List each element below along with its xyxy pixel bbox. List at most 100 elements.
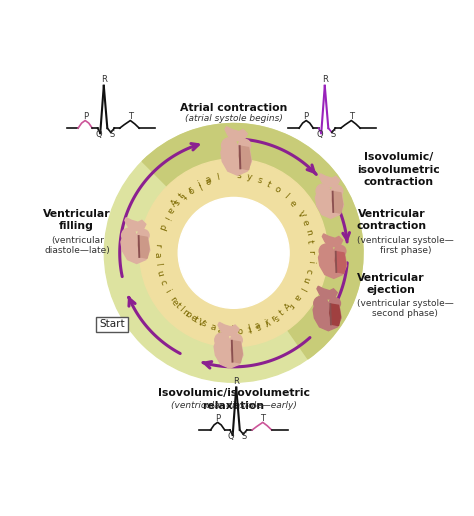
Text: n: n [303, 228, 313, 236]
Text: l: l [153, 262, 162, 266]
Text: Atrial contraction: Atrial contraction [180, 103, 287, 112]
Text: V: V [196, 317, 206, 328]
Text: (atrial systole begins): (atrial systole begins) [185, 114, 283, 122]
Text: Q: Q [228, 432, 234, 441]
Text: (ventricular systole—
first phase): (ventricular systole— first phase) [357, 236, 454, 255]
Polygon shape [125, 218, 146, 231]
Text: r: r [286, 300, 295, 309]
Polygon shape [317, 286, 337, 299]
Text: i: i [306, 260, 315, 263]
Text: i: i [162, 287, 171, 294]
Text: t: t [265, 180, 272, 189]
Text: l: l [216, 173, 220, 182]
Circle shape [319, 244, 333, 258]
Text: y: y [246, 172, 253, 182]
Text: a: a [292, 292, 302, 302]
Circle shape [104, 123, 363, 382]
Text: P: P [82, 112, 88, 121]
Polygon shape [319, 174, 339, 187]
Text: A: A [169, 198, 180, 208]
Circle shape [122, 228, 136, 243]
Polygon shape [329, 304, 340, 326]
Text: o: o [273, 184, 282, 195]
Text: s: s [255, 321, 262, 331]
Circle shape [230, 334, 242, 346]
Text: e: e [300, 219, 310, 228]
Text: Ventricular
contraction: Ventricular contraction [357, 209, 427, 231]
Text: l: l [177, 305, 185, 313]
Text: S: S [242, 432, 247, 441]
Text: T: T [260, 414, 265, 423]
Text: n: n [180, 307, 190, 318]
Text: (ventricular
diastole—late): (ventricular diastole—late) [45, 236, 110, 255]
Text: e: e [217, 324, 224, 334]
Wedge shape [142, 123, 363, 359]
FancyBboxPatch shape [96, 317, 128, 332]
Polygon shape [218, 322, 239, 335]
Text: s: s [171, 197, 181, 206]
Polygon shape [214, 340, 243, 368]
Text: a: a [165, 204, 175, 214]
Text: t: t [305, 239, 315, 244]
Polygon shape [319, 250, 346, 278]
Text: o: o [237, 325, 243, 334]
Text: u: u [155, 269, 164, 277]
Text: Q: Q [95, 131, 102, 139]
Text: Isovolumic/isovolumetric
relaxation: Isovolumic/isovolumetric relaxation [158, 389, 310, 411]
Text: a: a [152, 251, 161, 257]
Circle shape [215, 333, 229, 347]
Text: r: r [306, 249, 315, 253]
Polygon shape [332, 191, 343, 213]
Circle shape [329, 298, 340, 309]
Text: o: o [183, 310, 193, 320]
Circle shape [331, 185, 343, 197]
Text: V: V [295, 209, 306, 219]
Text: Q: Q [316, 131, 323, 139]
Polygon shape [313, 303, 341, 331]
Text: P: P [304, 112, 309, 121]
Text: R: R [322, 75, 328, 85]
Text: r: r [186, 185, 194, 195]
Circle shape [140, 159, 328, 347]
Polygon shape [221, 145, 251, 175]
Circle shape [316, 184, 330, 198]
Polygon shape [239, 146, 251, 170]
Text: s: s [200, 319, 208, 329]
Text: t: t [277, 309, 285, 318]
Text: t: t [246, 324, 252, 333]
Text: i: i [196, 180, 202, 189]
Text: (ventricular diastole—early): (ventricular diastole—early) [171, 401, 297, 410]
Text: t: t [179, 190, 187, 200]
Text: l: l [195, 180, 202, 189]
Circle shape [137, 230, 149, 241]
Text: r: r [270, 314, 278, 324]
Circle shape [314, 296, 328, 311]
Text: u: u [301, 276, 311, 284]
Text: s: s [255, 175, 263, 185]
Text: t: t [177, 191, 186, 201]
Polygon shape [322, 234, 343, 247]
Text: c: c [304, 267, 314, 274]
Text: Ventricular
ejection: Ventricular ejection [357, 273, 425, 295]
Text: e: e [188, 313, 198, 324]
Text: d: d [227, 325, 233, 334]
Text: c: c [157, 278, 168, 286]
Polygon shape [121, 235, 150, 264]
Text: S: S [109, 131, 114, 139]
Text: T: T [128, 112, 133, 121]
Text: y: y [263, 317, 272, 327]
Text: o: o [186, 184, 195, 195]
Circle shape [178, 198, 289, 309]
Text: a: a [204, 175, 212, 185]
Text: Isovolumic/
isovolumetric
contraction: Isovolumic/ isovolumetric contraction [357, 152, 439, 187]
Text: l: l [228, 325, 231, 334]
Text: i: i [263, 318, 269, 328]
Text: s: s [236, 171, 241, 181]
Polygon shape [225, 127, 247, 141]
Text: l: l [297, 285, 306, 292]
Text: R: R [101, 75, 107, 85]
Text: d: d [156, 222, 167, 231]
Text: t: t [173, 302, 182, 311]
Text: r: r [167, 295, 177, 303]
Text: P: P [215, 414, 220, 423]
